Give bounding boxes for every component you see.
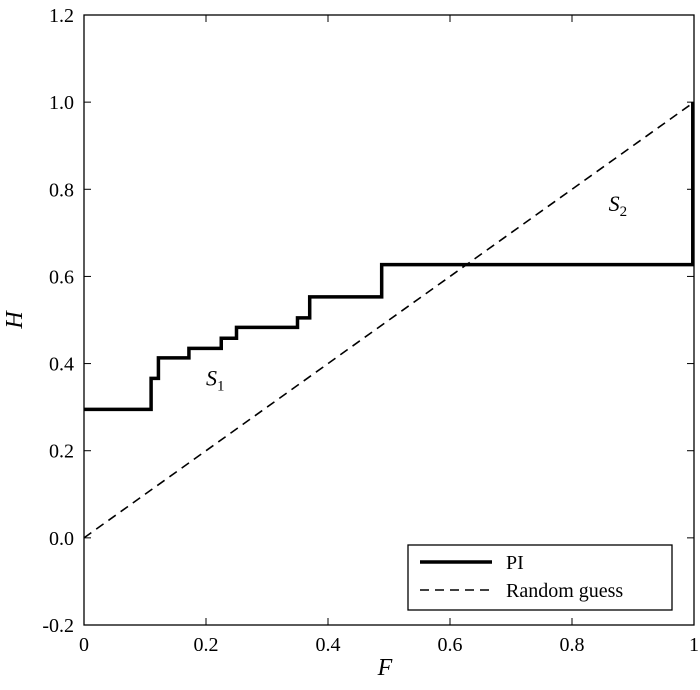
- y-tick-label: -0.2: [42, 615, 74, 637]
- y-tick-label: 0.2: [49, 441, 74, 463]
- legend: PI Random guess: [407, 544, 673, 611]
- legend-label-pi: PI: [506, 552, 524, 574]
- region-label: S1: [206, 365, 225, 394]
- y-tick-label: 0.4: [49, 354, 74, 376]
- legend-box: [407, 544, 673, 611]
- annotation-layer: S1 S2: [206, 191, 627, 394]
- series-line-random-guess: [83, 101, 695, 539]
- y-tick-label: 0.8: [49, 179, 74, 201]
- y-tick-label: 0.0: [49, 528, 74, 550]
- x-tick-label: 0.6: [438, 634, 463, 656]
- x-tick-label: 1: [689, 634, 699, 656]
- plot-area-frame: [83, 14, 695, 626]
- axis-ticks: 0 0.2 0.4 0.6 0.8 1 -0.2 0.0 0.2 0.4 0.6 0.8 1.0 1.2: [42, 5, 699, 656]
- legend-label-random-guess: Random guess: [506, 580, 623, 602]
- x-tick-label: 0: [79, 634, 89, 656]
- y-tick-label: 1.0: [49, 92, 74, 114]
- x-tick-label: 0.2: [194, 634, 219, 656]
- y-axis-label: H: [2, 310, 28, 330]
- y-tick-label: 1.2: [49, 5, 74, 27]
- y-tick-label: 0.6: [49, 266, 74, 288]
- x-axis-label: F: [377, 655, 393, 681]
- region-label: S2: [609, 191, 628, 220]
- x-tick-label: 0.4: [316, 634, 341, 656]
- x-tick-label: 0.8: [560, 634, 585, 656]
- series-layer: [83, 101, 695, 539]
- series-line-pi: [84, 102, 695, 412]
